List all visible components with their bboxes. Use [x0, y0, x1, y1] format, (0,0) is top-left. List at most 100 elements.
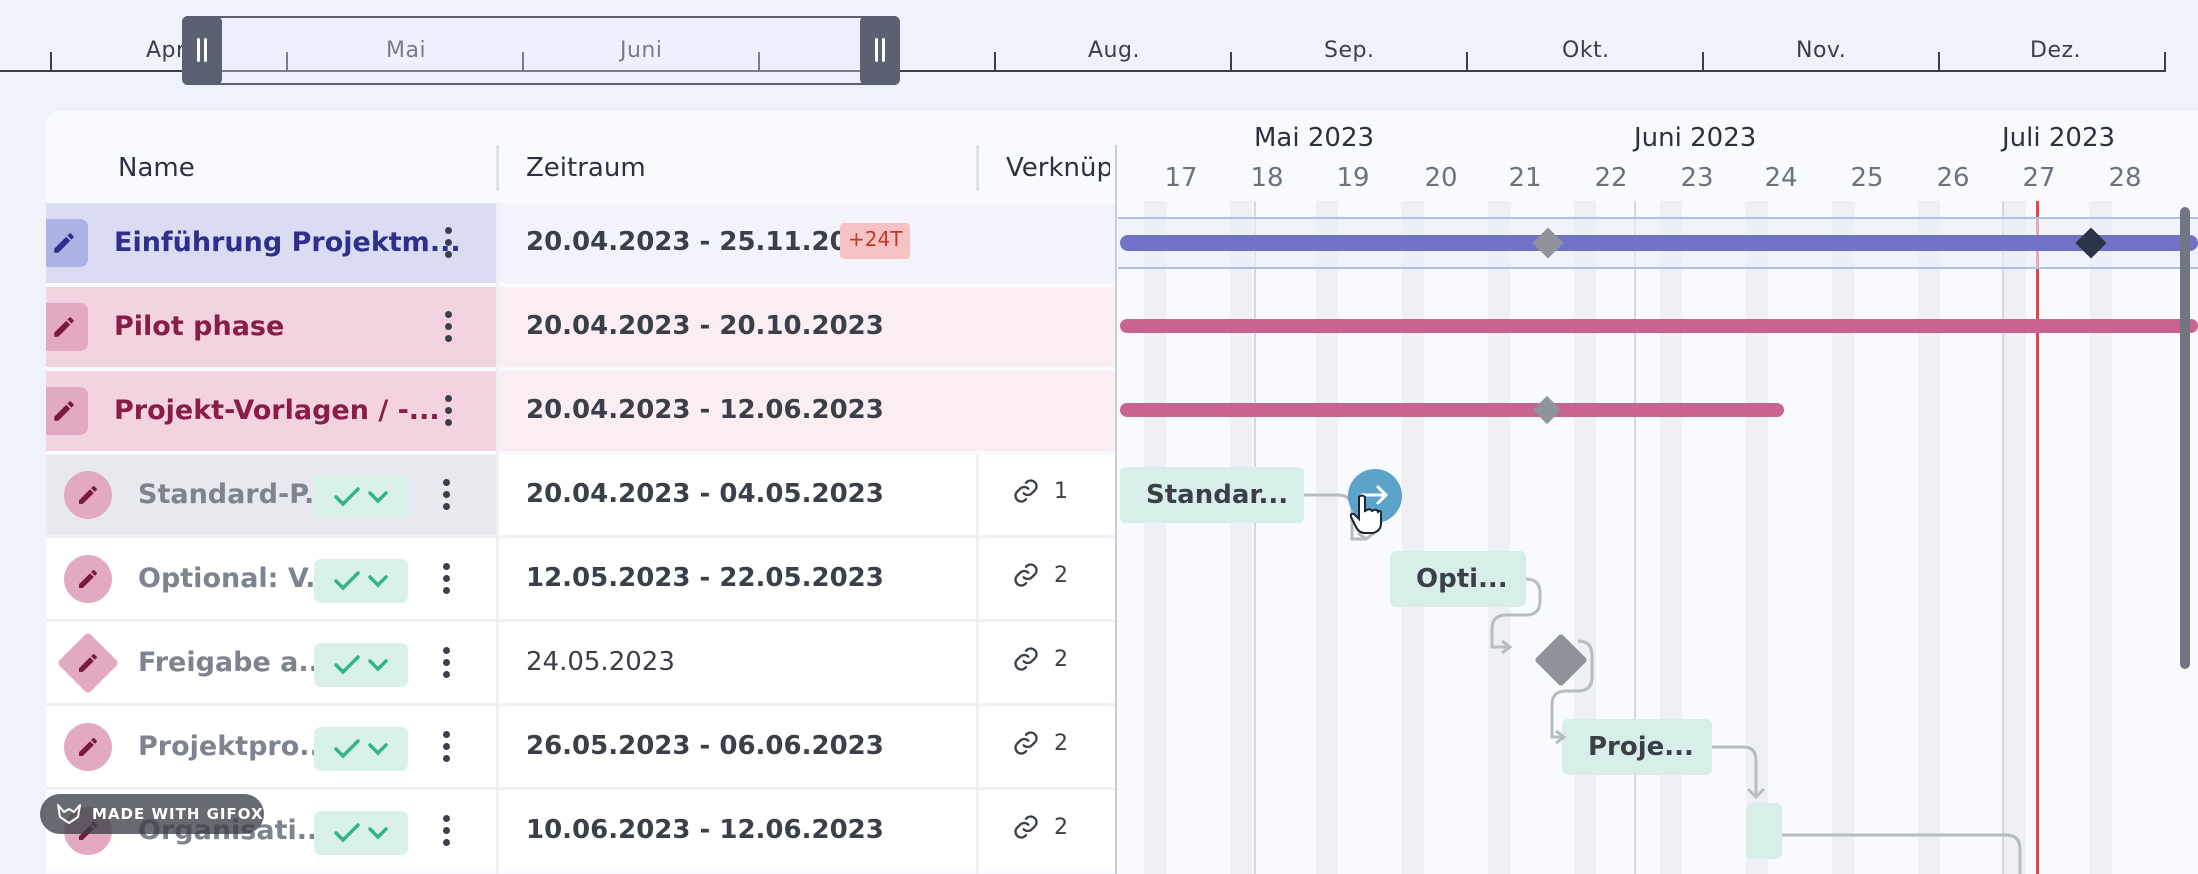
gantt-week-label: 20 [1424, 163, 1458, 193]
table-row[interactable]: Freigabe a... 24.05.2023 2 [46, 623, 1116, 703]
column-resizer[interactable] [976, 145, 979, 191]
link-icon [1014, 563, 1038, 587]
timeline-tick [1938, 52, 1940, 71]
dependency-link[interactable]: 2 [1012, 645, 1068, 673]
status-toggle[interactable] [314, 811, 408, 855]
status-toggle[interactable] [314, 643, 408, 687]
row-name[interactable]: Projekt-Vorlagen / -... [114, 395, 440, 426]
edit-button[interactable] [64, 723, 112, 771]
milestone-marker[interactable] [1532, 395, 1562, 425]
row-divider [46, 703, 1116, 706]
chevron-down-icon [368, 743, 388, 756]
weekend-stripe [1144, 201, 1166, 874]
row-divider [46, 619, 1116, 622]
delay-badge: +24T [840, 223, 911, 259]
row-cell [46, 623, 1116, 703]
weekend-stripe [1230, 201, 1252, 874]
column-header-period[interactable]: Zeitraum [526, 153, 646, 183]
row-cell [46, 539, 1116, 619]
gantt-week-label: 24 [1764, 163, 1798, 193]
row-name[interactable]: Projektpro... [138, 731, 331, 762]
gantt-week-label: 17 [1164, 163, 1198, 193]
timeline-tick [50, 52, 52, 71]
gantt-week-label: 25 [1850, 163, 1884, 193]
task-bar[interactable] [1746, 803, 1782, 859]
timeline-tick [1702, 52, 1704, 71]
dependency-link[interactable]: 2 [1012, 729, 1068, 757]
row-name-cell [46, 287, 496, 367]
timeline-tick [286, 52, 288, 71]
timeline-range-selector[interactable] [182, 16, 900, 85]
status-toggle[interactable] [314, 559, 408, 603]
more-options-icon[interactable] [444, 395, 452, 427]
more-options-icon[interactable] [444, 227, 452, 259]
timeline-tick [994, 52, 996, 71]
gantt-week-label: 21 [1508, 163, 1542, 193]
project-bar[interactable] [1120, 235, 2198, 251]
range-start-handle[interactable] [182, 16, 222, 85]
column-header-links[interactable]: Verknüpfungen [1006, 153, 1110, 183]
table-row[interactable]: Projektpro... 26.05.2023 - 06.06.2023 2 [46, 707, 1116, 787]
column-header-name[interactable]: Name [118, 153, 195, 183]
row-name[interactable]: Pilot phase [114, 311, 285, 342]
more-options-icon[interactable] [444, 311, 452, 343]
link-count: 2 [1054, 814, 1068, 840]
gantt-week-label: 18 [1250, 163, 1284, 193]
weekend-stripe [1402, 201, 1424, 874]
table-row[interactable]: Projekt-Vorlagen / -... 20.04.2023 - 12.… [46, 371, 1116, 451]
row-data-cell [496, 455, 1116, 535]
check-icon [334, 739, 360, 759]
status-toggle[interactable] [314, 475, 408, 519]
timeline-tick [1230, 52, 1232, 71]
row-name[interactable]: Standard-P... [138, 479, 335, 510]
more-options-icon[interactable] [442, 563, 450, 595]
weekend-stripe [1316, 201, 1338, 874]
table-row[interactable]: Optional: V... 12.05.2023 - 22.05.2023 2 [46, 539, 1116, 619]
row-divider [46, 535, 1116, 538]
table-row[interactable]: Einführung Projektm... 20.04.2023 - 25.1… [46, 203, 1116, 283]
gantt-splitter[interactable] [1115, 145, 1117, 874]
edit-button[interactable] [46, 219, 88, 267]
task-bar[interactable]: Standar... [1120, 467, 1304, 523]
dependency-link[interactable]: 1 [1012, 477, 1068, 505]
vertical-scrollbar[interactable] [2180, 207, 2190, 669]
more-options-icon[interactable] [442, 815, 450, 847]
gantt-week-label: 27 [2022, 163, 2056, 193]
more-options-icon[interactable] [442, 647, 450, 679]
timeline-month-label: Aug. [1088, 38, 1140, 63]
hand-cursor-icon [1349, 494, 1382, 534]
timeline-scrubber[interactable]: April Mai Juni Aug. Sep. Okt. Nov. Dez. [0, 0, 2198, 100]
table-row[interactable]: Standard-P... 20.04.2023 - 04.05.2023 1 [46, 455, 1116, 535]
dependency-link[interactable]: 2 [1012, 561, 1068, 589]
gantt-month-label: Juli 2023 [2002, 123, 2116, 153]
row-name[interactable]: Einführung Projektm... [114, 227, 461, 258]
range-end-handle[interactable] [860, 16, 900, 85]
pencil-icon [79, 653, 98, 672]
timeline-month-label: Nov. [1796, 38, 1847, 63]
task-bar[interactable]: Opti... [1390, 551, 1526, 607]
weekend-stripe [2090, 201, 2112, 874]
chevron-down-icon [368, 575, 388, 588]
table-row[interactable]: Pilot phase 20.04.2023 - 20.10.2023 [46, 287, 1116, 367]
timeline-month-label: Dez. [2030, 38, 2082, 63]
task-bar[interactable]: Proje... [1562, 719, 1712, 775]
link-icon [1014, 815, 1038, 839]
link-icon [1014, 647, 1038, 671]
status-toggle[interactable] [314, 727, 408, 771]
dependency-link[interactable]: 2 [1012, 813, 1068, 841]
phase-bar[interactable] [1120, 403, 1784, 417]
pencil-icon [54, 317, 74, 337]
more-options-icon[interactable] [442, 479, 450, 511]
edit-button[interactable] [46, 387, 88, 435]
edit-button[interactable] [64, 555, 112, 603]
row-name[interactable]: Freigabe a... [138, 647, 330, 678]
row-name[interactable]: Optional: V... [138, 563, 337, 594]
chevron-down-icon [368, 827, 388, 840]
pencil-icon [79, 569, 98, 588]
column-resizer[interactable] [496, 145, 499, 191]
more-options-icon[interactable] [442, 731, 450, 763]
edit-button[interactable] [46, 303, 88, 351]
phase-bar[interactable] [1120, 319, 2198, 333]
edit-button[interactable] [64, 471, 112, 519]
row-name-cell [46, 455, 496, 535]
